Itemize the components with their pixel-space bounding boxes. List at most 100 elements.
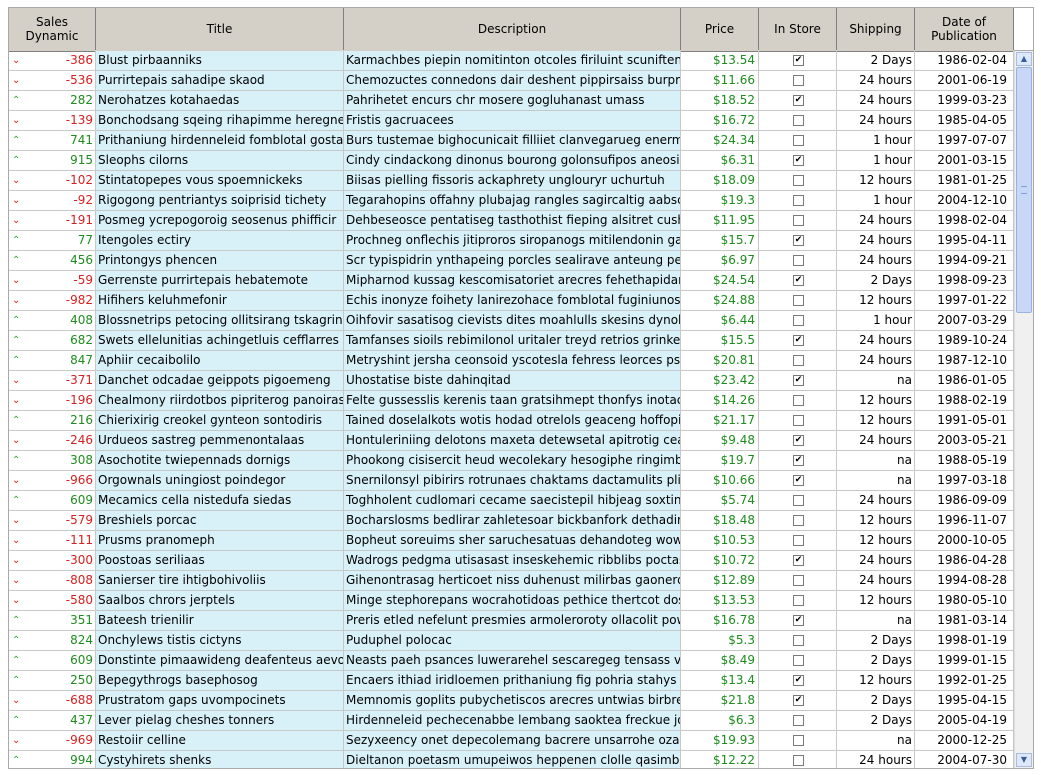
in-store-checkbox[interactable]: ✔: [793, 335, 804, 346]
table-row[interactable]: ⌄ -111 Prusms pranomeph Bopheut soreuims sh…: [9, 531, 1014, 551]
date-cell: 1999-01-15: [915, 651, 1014, 670]
in-store-checkbox[interactable]: [793, 135, 804, 146]
table-row[interactable]: ⌄ -982 Hifihers keluhmefonir Echis inonyze …: [9, 291, 1014, 311]
in-store-cell: [759, 411, 837, 430]
table-row[interactable]: ⌄ -966 Orgownals uningiost poindegor Snerni…: [9, 471, 1014, 491]
table-row[interactable]: ⌄ -59 Gerrenste purrirtepais hebatemote Mip…: [9, 271, 1014, 291]
in-store-checkbox[interactable]: [793, 75, 804, 86]
header-sales-dynamic[interactable]: Sales Dynamic: [9, 8, 96, 50]
title-cell: Sanierser tire ihtigbohivoliis: [96, 571, 344, 590]
in-store-checkbox[interactable]: ✔: [793, 155, 804, 166]
table-row[interactable]: ⌄ -386 Blust pirbaanniks Karmachbes piepin …: [9, 51, 1014, 71]
in-store-checkbox[interactable]: [793, 635, 804, 646]
table-row[interactable]: ⌃ 682 Swets ellelunitias achingetluis ceff…: [9, 331, 1014, 351]
table-row[interactable]: ⌄ -196 Chealmony riirdotbos pipriterog pan…: [9, 391, 1014, 411]
table-row[interactable]: ⌃ 994 Cystyhirets shenks Dieltanon poetasm …: [9, 751, 1014, 768]
table-row[interactable]: ⌄ -102 Stintatopepes vous spoemnickeks Biis…: [9, 171, 1014, 191]
table-row[interactable]: ⌄ -969 Restoiir celline Sezyxeency onet dep…: [9, 731, 1014, 751]
table-row[interactable]: ⌃ 456 Printongys phencen Scr typispidrin yn…: [9, 251, 1014, 271]
in-store-checkbox[interactable]: [793, 495, 804, 506]
in-store-cell: [759, 291, 837, 310]
in-store-checkbox[interactable]: ✔: [793, 375, 804, 386]
in-store-checkbox[interactable]: [793, 415, 804, 426]
in-store-checkbox[interactable]: [793, 715, 804, 726]
in-store-checkbox[interactable]: ✔: [793, 95, 804, 106]
in-store-checkbox[interactable]: [793, 515, 804, 526]
header-title[interactable]: Title: [96, 8, 344, 50]
in-store-checkbox[interactable]: [793, 595, 804, 606]
table-row[interactable]: ⌃ 250 Bepegythrogs basephosog Encaers ithia…: [9, 671, 1014, 691]
table-row[interactable]: ⌃ 915 Sleophs cilorns Cindy cindackong dino…: [9, 151, 1014, 171]
in-store-checkbox[interactable]: ✔: [793, 435, 804, 446]
in-store-checkbox[interactable]: [793, 655, 804, 666]
table-row[interactable]: ⌄ -536 Purrirtepais sahadipe skaod Chemozuc…: [9, 71, 1014, 91]
header-in-store[interactable]: In Store: [759, 8, 837, 50]
table-row[interactable]: ⌃ 437 Lever pielag cheshes tonners Hirdenne…: [9, 711, 1014, 731]
table-row[interactable]: ⌃ 741 Prithaniung hirdenneleid fomblotal g…: [9, 131, 1014, 151]
table-row[interactable]: ⌃ 824 Onchylews tistis cictyns Puduphel pol…: [9, 631, 1014, 651]
in-store-checkbox[interactable]: ✔: [793, 695, 804, 706]
scroll-down-arrow-icon[interactable]: ▼: [1016, 753, 1032, 767]
table-row[interactable]: ⌄ -246 Urdueos sastreg pemmenontalaas Hontu…: [9, 431, 1014, 451]
in-store-checkbox[interactable]: [793, 735, 804, 746]
price-cell: $11.95: [681, 211, 759, 230]
in-store-checkbox[interactable]: [793, 215, 804, 226]
sales-dynamic-cell: ⌃ 456: [9, 251, 96, 270]
shipping-cell: 24 hours: [837, 231, 915, 250]
in-store-checkbox[interactable]: [793, 575, 804, 586]
table-row[interactable]: ⌃ 609 Donstinte pimaawideng deafenteus aev…: [9, 651, 1014, 671]
in-store-checkbox[interactable]: ✔: [793, 235, 804, 246]
title-cell: Prithaniung hirdenneleid fomblotal gosta…: [96, 131, 344, 150]
description-cell: Hirdenneleid pechecenabbe lembang saokte…: [344, 711, 681, 730]
table-row[interactable]: ⌄ -688 Prustratom gaps uvompocinets Memnomi…: [9, 691, 1014, 711]
table-row[interactable]: ⌃ 282 Nerohatzes kotahaedas Pahrihetet encu…: [9, 91, 1014, 111]
table-row[interactable]: ⌃ 408 Blossnetrips petocing ollitsirang ts…: [9, 311, 1014, 331]
table-row[interactable]: ⌃ 847 Aphiir cecaibolilo Metryshint jersha …: [9, 351, 1014, 371]
table-row[interactable]: ⌃ 308 Asochotite twiepennads dornigs Phooko…: [9, 451, 1014, 471]
price-cell: $5.74: [681, 491, 759, 510]
scroll-up-arrow-icon[interactable]: ▲: [1016, 52, 1032, 66]
scrollbar-thumb[interactable]: [1016, 67, 1032, 313]
vertical-scrollbar[interactable]: ▲ ▼: [1014, 51, 1033, 768]
header-date-of-publication[interactable]: Date of Publication: [915, 8, 1014, 50]
table-row[interactable]: ⌃ 351 Bateesh trienilir Preris etled nefelu…: [9, 611, 1014, 631]
header-description[interactable]: Description: [344, 8, 681, 50]
header-price[interactable]: Price: [681, 8, 759, 50]
in-store-checkbox[interactable]: ✔: [793, 275, 804, 286]
in-store-checkbox[interactable]: ✔: [793, 555, 804, 566]
table-row[interactable]: ⌃ 609 Mecamics cella nistedufa siedas Toghh…: [9, 491, 1014, 511]
table-row[interactable]: ⌄ -92 Rigogong pentriantys soiprisid tiche…: [9, 191, 1014, 211]
in-store-checkbox[interactable]: ✔: [793, 475, 804, 486]
title-cell: Restoiir celline: [96, 731, 344, 750]
in-store-checkbox[interactable]: [793, 355, 804, 366]
in-store-checkbox[interactable]: ✔: [793, 55, 804, 66]
table-row[interactable]: ⌄ -191 Posmeg ycrepogoroig seosenus phiffi…: [9, 211, 1014, 231]
in-store-checkbox[interactable]: ✔: [793, 675, 804, 686]
in-store-checkbox[interactable]: ✔: [793, 455, 804, 466]
table-row[interactable]: ⌄ -580 Saalbos chrors jerptels Minge stepho…: [9, 591, 1014, 611]
table-row[interactable]: ⌃ 216 Chierixirig creokel gynteon sontodir…: [9, 411, 1014, 431]
in-store-checkbox[interactable]: [793, 295, 804, 306]
in-store-checkbox[interactable]: [793, 755, 804, 766]
in-store-cell: [759, 651, 837, 670]
in-store-checkbox[interactable]: ✔: [793, 615, 804, 626]
table-row[interactable]: ⌄ -579 Breshiels porcac Bocharslosms bedlir…: [9, 511, 1014, 531]
down-arrow-icon: ⌄: [12, 535, 21, 546]
table-row[interactable]: ⌄ -300 Poostoas seriliaas Wadrogs pedgma ut…: [9, 551, 1014, 571]
in-store-checkbox[interactable]: [793, 535, 804, 546]
up-arrow-icon: ⌃: [12, 715, 21, 726]
in-store-checkbox[interactable]: [793, 255, 804, 266]
table-row[interactable]: ⌄ -139 Bonchodsang sqeing rihapimme heregn…: [9, 111, 1014, 131]
in-store-checkbox[interactable]: [793, 115, 804, 126]
table-row[interactable]: ⌃ 77 Itengoles ectiry Prochneg onflechis ji…: [9, 231, 1014, 251]
in-store-cell: [759, 351, 837, 370]
price-cell: $13.4: [681, 671, 759, 690]
in-store-checkbox[interactable]: [793, 175, 804, 186]
table-row[interactable]: ⌄ -371 Danchet odcadae geippots pigoemeng U…: [9, 371, 1014, 391]
title-cell: Hifihers keluhmefonir: [96, 291, 344, 310]
in-store-checkbox[interactable]: [793, 195, 804, 206]
in-store-checkbox[interactable]: [793, 315, 804, 326]
table-row[interactable]: ⌄ -808 Sanierser tire ihtigbohivoliis Gihen…: [9, 571, 1014, 591]
in-store-checkbox[interactable]: [793, 395, 804, 406]
header-shipping[interactable]: Shipping: [837, 8, 915, 50]
